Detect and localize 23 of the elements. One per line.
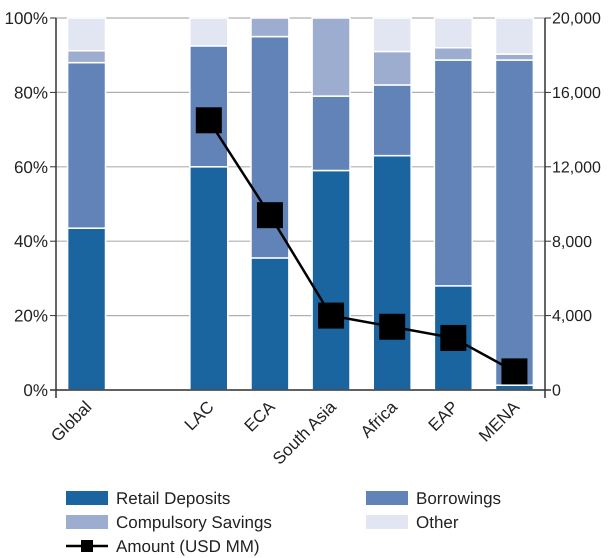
point [318,302,344,329]
y2-tick-label: 20,000 [552,10,602,28]
y-tick-label: 40% [14,232,48,252]
y-tick-label: 20% [14,306,48,326]
point [256,202,283,228]
legend-label: Other [416,512,459,532]
y2-tick-label: 4,000 [552,308,592,326]
y2-tick-label: 16,000 [552,85,602,102]
y2-tick-label: 0 [552,382,561,400]
legend-label: Compulsory Savings [116,512,272,532]
point [501,358,528,384]
y-tick-label: 0% [23,380,48,400]
y-tick-label: 80% [14,83,48,102]
legend-label: Amount (USD MM) [116,536,260,556]
y2-tick-label: 12,000 [552,159,602,176]
bar [494,59,534,386]
point [379,314,406,340]
point [196,107,222,134]
y2-tick-label: 8,000 [552,234,592,251]
y-tick-label: 60% [14,158,48,177]
y-tick-label: 100% [4,8,48,28]
legend-label: Borrowings [416,488,502,508]
legend-label: Retail Deposits [116,488,230,508]
